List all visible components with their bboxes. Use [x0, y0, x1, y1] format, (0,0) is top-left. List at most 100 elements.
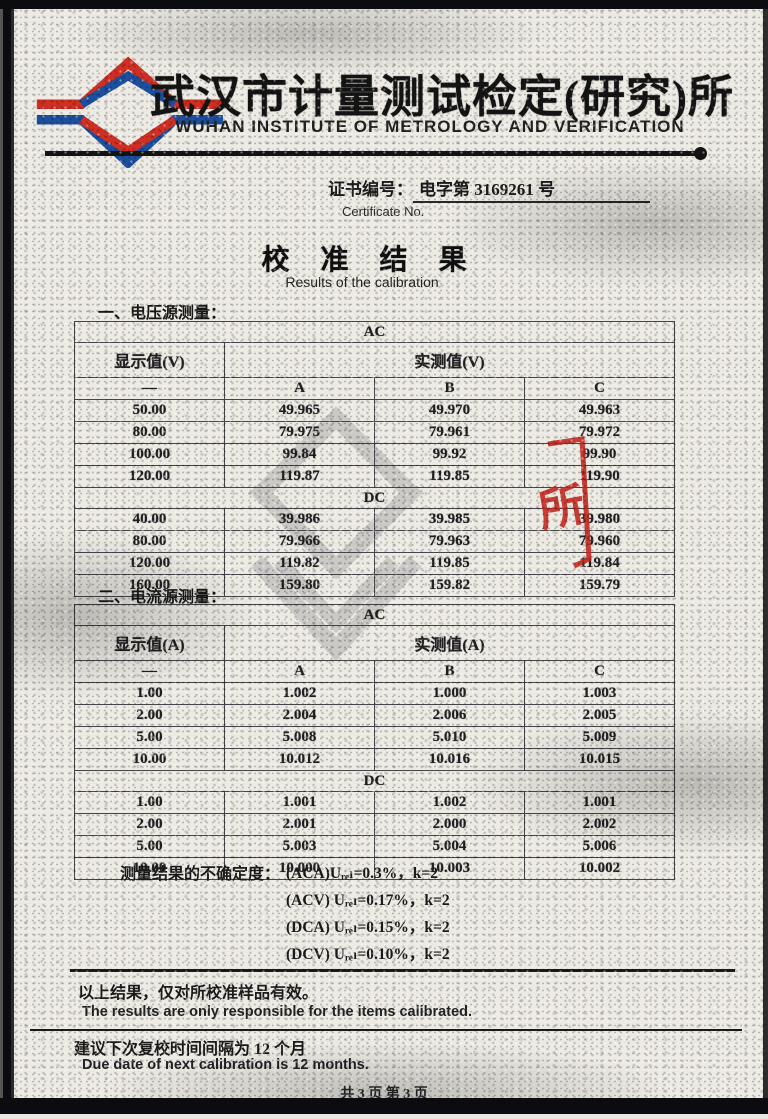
voltage-dash-cell: —: [74, 377, 225, 400]
table-cell: 119.85: [374, 465, 525, 488]
table-cell: 1.003: [524, 682, 675, 705]
table-cell: 10.00: [74, 748, 225, 771]
table-cell: 2.001: [224, 813, 375, 836]
table-cell: 5.008: [224, 726, 375, 749]
table-cell: 1.00: [74, 682, 225, 705]
scan-edge-left: [0, 0, 14, 1119]
scan-edge-right: [763, 0, 768, 1119]
table-row: 50.00 49.965 49.970 49.963: [74, 399, 675, 422]
table-cell: 99.92: [374, 443, 525, 466]
table-row: 80.00 79.975 79.961 79.972: [74, 421, 675, 444]
red-stamp-character: 所: [535, 479, 589, 537]
table-cell: 5.006: [524, 835, 675, 858]
table-row: 5.00 5.008 5.010 5.009: [74, 726, 675, 749]
table-row: 5.00 5.003 5.004 5.006: [74, 835, 675, 858]
table-cell: 5.00: [74, 835, 225, 858]
voltage-display-header: 显示值(V): [74, 342, 225, 378]
red-stamp: 所: [535, 436, 592, 569]
voltage-measured-header: 实测值(V): [224, 342, 675, 378]
certificate-number-block: 证书编号： 电字第 3169261 号 Certificate No.: [328, 175, 650, 219]
scan-edge-bottom-gap: [0, 1114, 768, 1119]
table-row: 10.00 10.000 10.003 10.002: [74, 857, 675, 880]
table-row: 1.00 1.002 1.000 1.003: [74, 682, 675, 705]
table-cell: 2.002: [524, 813, 675, 836]
table-cell: 1.002: [224, 682, 375, 705]
voltage-ac-group-label: AC: [74, 321, 675, 343]
table-row: 10.00 10.012 10.016 10.015: [74, 748, 675, 771]
table-cell: 79.975: [224, 421, 375, 444]
table-cell: 119.87: [224, 465, 375, 488]
table-cell: 159.79: [524, 574, 675, 597]
table-cell: 159.82: [374, 574, 525, 597]
uncertainty-lines: (ACA)Uᵣₑₗ=0.3%，k=2 (ACV) Uᵣₑₗ=0.17%，k=2 …: [286, 860, 450, 968]
divider-end-dot: [694, 147, 707, 160]
footer-divider-2: [30, 1029, 742, 1031]
table-cell: 39.986: [224, 508, 375, 531]
certificate-number-value: 电字第 3169261 号: [413, 175, 650, 203]
institute-name-cn: 武汉市计量测试检定(研究)所: [150, 72, 734, 122]
recalibration-interval-en: Due date of next calibration is 12 month…: [82, 1057, 369, 1073]
table-row: 120.00 119.82 119.85 119.84: [74, 552, 675, 575]
document-title-cn: 校 准 结 果: [261, 245, 479, 276]
table-cell: 120.00: [74, 552, 225, 575]
table-cell: 10.003: [374, 857, 525, 880]
table-row: 160.00 159.80 159.82 159.79: [74, 574, 675, 597]
table-cell: 99.84: [224, 443, 375, 466]
table-cell: 2.000: [374, 813, 525, 836]
uncertainty-line-dca: (DCA) Uᵣₑₗ=0.15%，k=2: [286, 919, 450, 936]
table-cell: 10.015: [524, 748, 675, 771]
table-cell: 120.00: [74, 465, 225, 488]
validity-statement-en: The results are only responsible for the…: [82, 1004, 473, 1020]
table-cell: 119.85: [374, 552, 525, 575]
table-row: 2.00 2.004 2.006 2.005: [74, 704, 675, 727]
table-cell: 1.001: [524, 791, 675, 814]
table-cell: 5.004: [374, 835, 525, 858]
table-cell: 10.012: [224, 748, 375, 771]
current-dc-group-label: DC: [74, 770, 675, 792]
uncertainty-label: 测量结果的不确定度：: [120, 866, 281, 883]
voltage-col-b: B: [374, 377, 525, 400]
uncertainty-line-acv: (ACV) Uᵣₑₗ=0.17%，k=2: [286, 892, 450, 909]
current-measured-header: 实测值(A): [224, 625, 675, 661]
table-cell: 2.006: [374, 704, 525, 727]
recalibration-interval-cn: 建议下次复校时间间隔为 12 个月: [74, 1041, 307, 1058]
table-cell: 10.016: [374, 748, 525, 771]
current-col-a: A: [224, 660, 375, 683]
institute-name-en: WUHAN INSTITUTE OF METROLOGY AND VERIFIC…: [175, 117, 685, 136]
table-cell: 10.000: [224, 857, 375, 880]
table-cell: 49.970: [374, 399, 525, 422]
table-cell: 49.965: [224, 399, 375, 422]
table-row: 80.00 79.966 79.963 79.960: [74, 530, 675, 553]
table-cell: 39.985: [374, 508, 525, 531]
table-row: 100.00 99.84 99.92 99.90: [74, 443, 675, 466]
table-cell: 119.82: [224, 552, 375, 575]
current-display-header: 显示值(A): [74, 625, 225, 661]
scan-edge-bottom: [0, 1098, 768, 1114]
document-title-en: Results of the calibration: [285, 274, 439, 290]
table-row: 1.00 1.001 1.002 1.001: [74, 791, 675, 814]
table-cell: 2.00: [74, 813, 225, 836]
table-cell: 1.002: [374, 791, 525, 814]
table-cell: 1.000: [374, 682, 525, 705]
table-cell: 79.961: [374, 421, 525, 444]
table-cell: 5.010: [374, 726, 525, 749]
table-cell: 100.00: [74, 443, 225, 466]
certificate-number-label-en: Certificate No.: [342, 204, 425, 219]
table-cell: 40.00: [74, 508, 225, 531]
table-cell: 10.00: [74, 857, 225, 880]
table-cell: 49.963: [524, 399, 675, 422]
table-cell: 5.003: [224, 835, 375, 858]
scan-edge-top: [0, 0, 768, 9]
table-cell: 5.00: [74, 726, 225, 749]
table-cell: 2.004: [224, 704, 375, 727]
voltage-table: AC 显示值(V) 实测值(V) — A B C 50.00 49.965 49.9…: [74, 321, 675, 597]
current-table: AC 显示值(A) 实测值(A) — A B C 1.00 1.002 1.000 1…: [74, 604, 675, 880]
current-ac-group-label: AC: [74, 604, 675, 626]
table-cell: 2.005: [524, 704, 675, 727]
table-cell: 119.90: [524, 465, 675, 488]
table-cell: 10.002: [524, 857, 675, 880]
current-section-heading: 二、电流源测量：: [98, 589, 227, 606]
current-col-c: C: [524, 660, 675, 683]
current-col-b: B: [374, 660, 525, 683]
